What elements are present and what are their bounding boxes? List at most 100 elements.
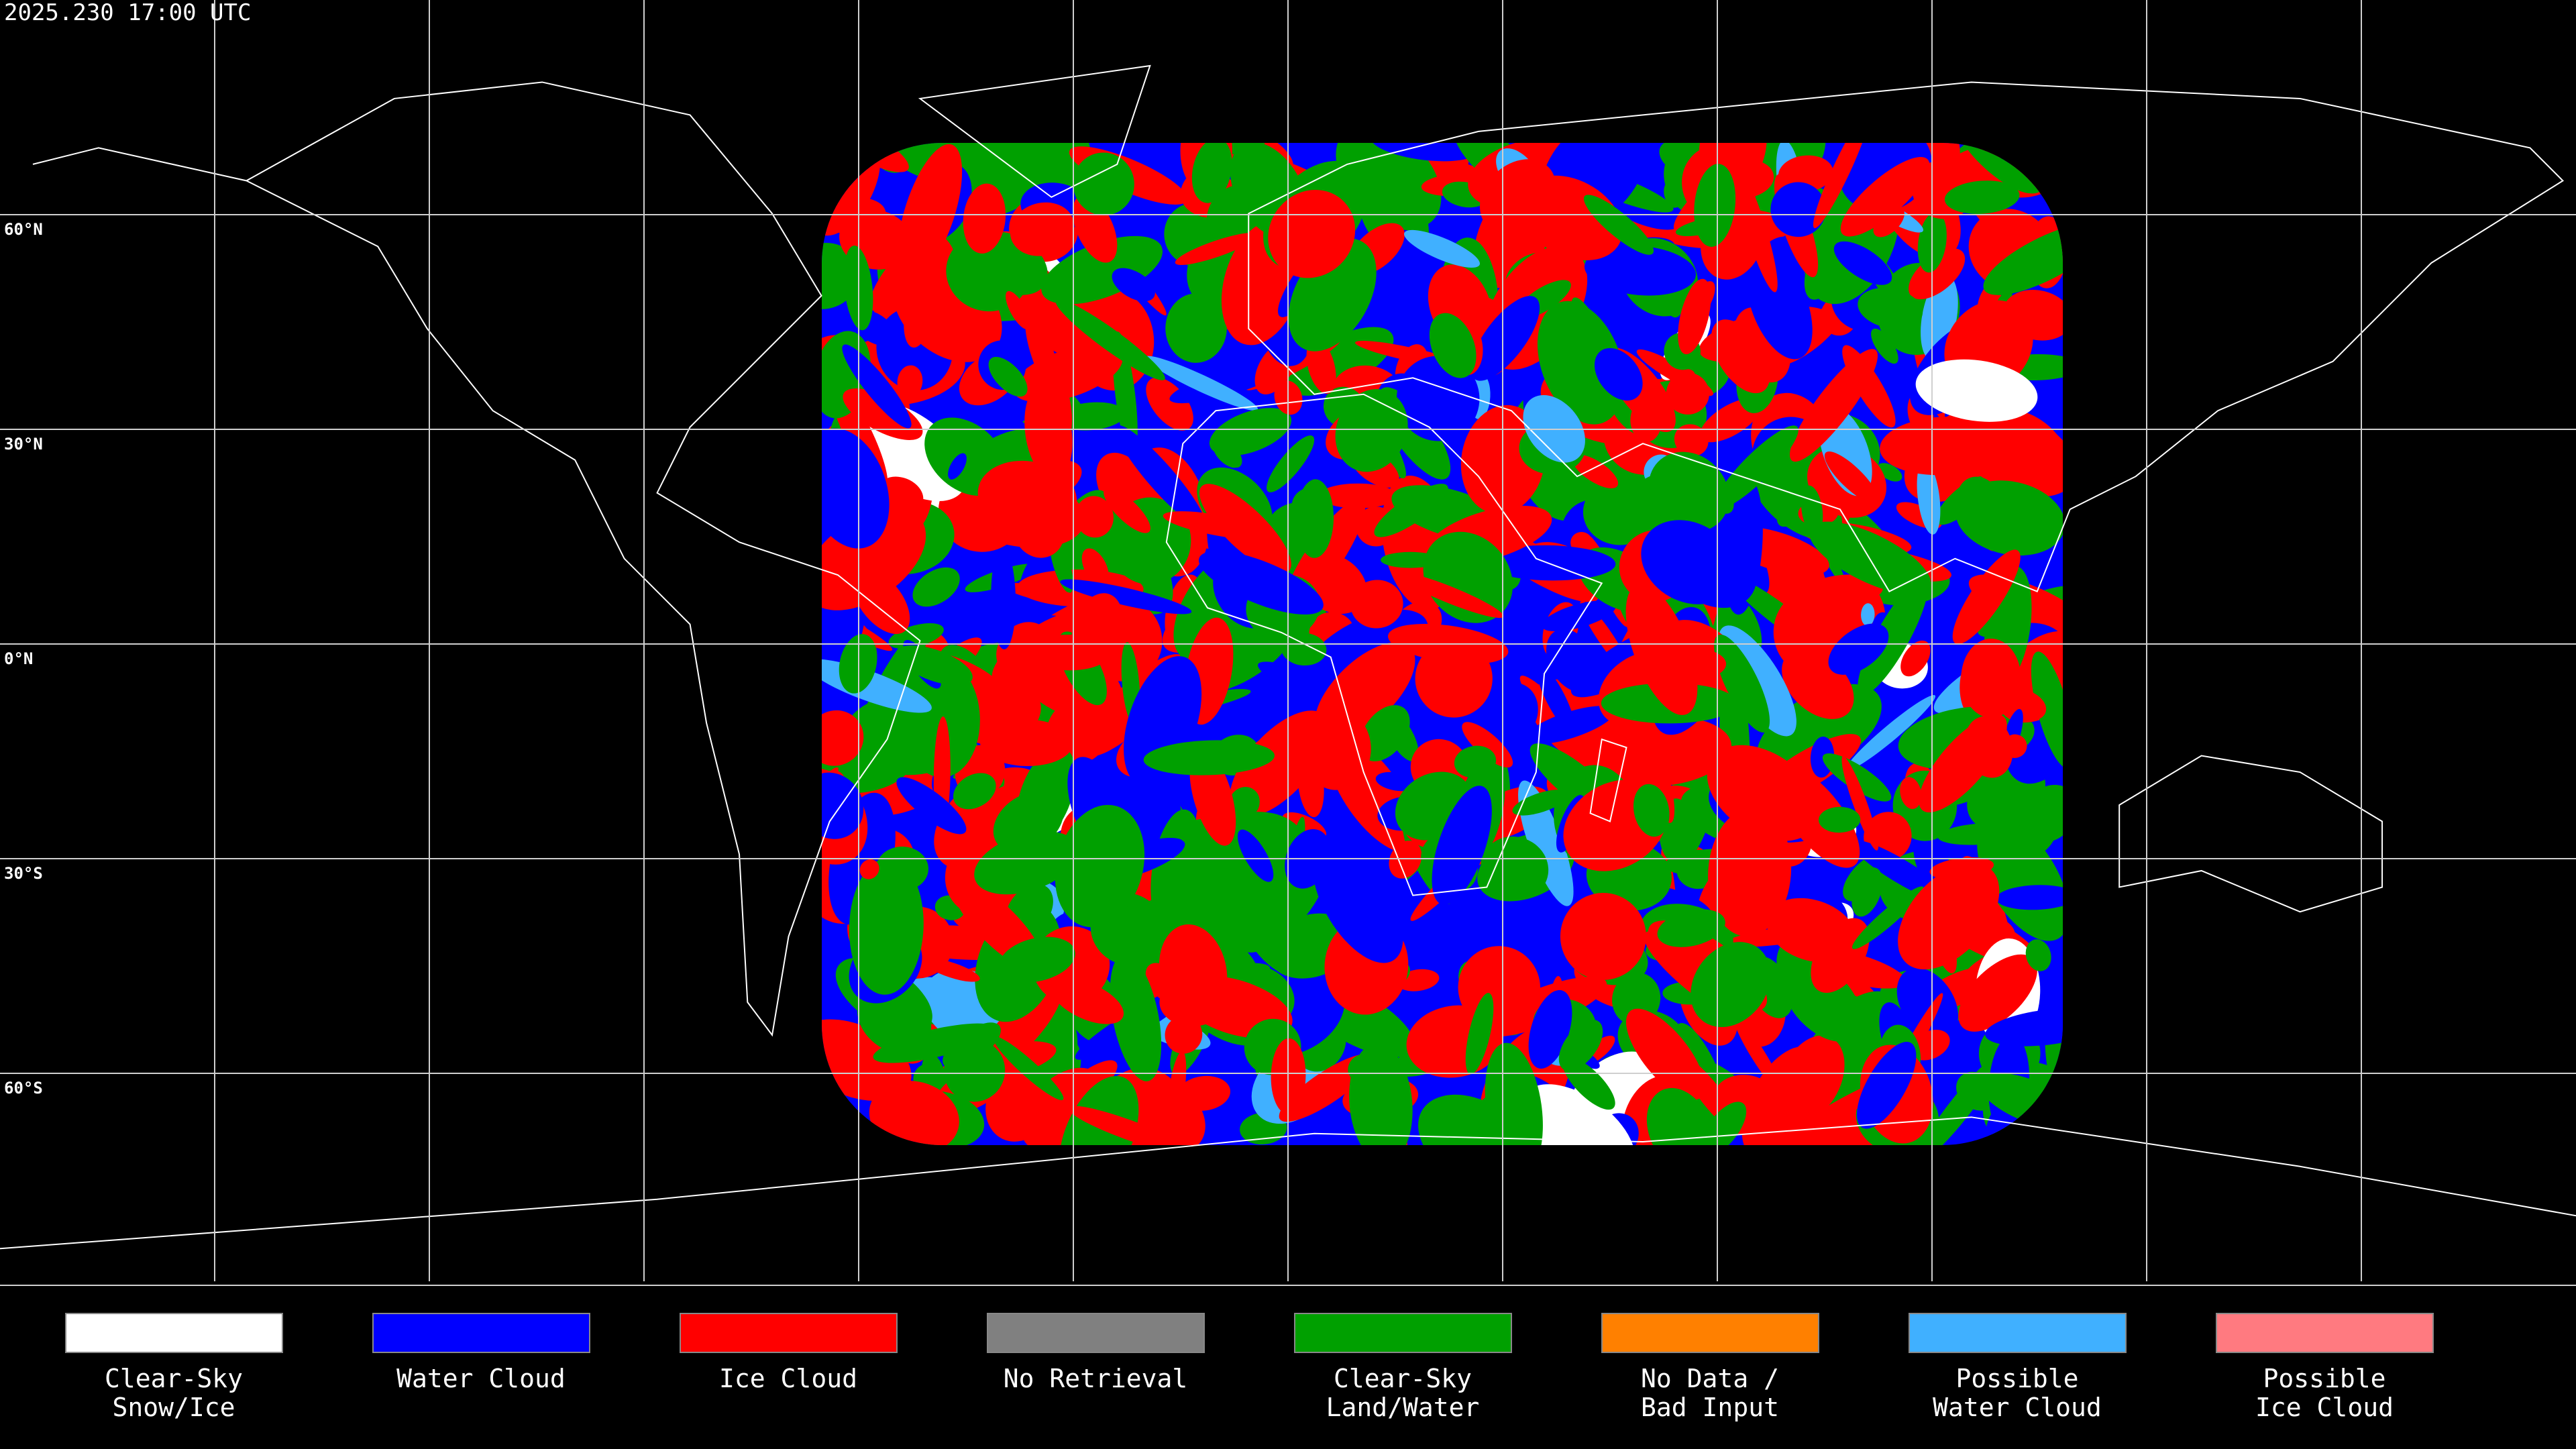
cloud-patch bbox=[1175, 233, 1258, 265]
cloud-patch bbox=[1267, 435, 1315, 492]
cloud-patch bbox=[1075, 496, 1114, 538]
cloud-patch bbox=[1562, 1057, 1615, 1110]
cloud-patch bbox=[1110, 953, 1162, 1081]
cloud-patch bbox=[842, 344, 912, 429]
cloud-patch bbox=[1396, 572, 1504, 619]
cloud-patch bbox=[1470, 296, 1540, 381]
legend-label: Possible bbox=[2263, 1364, 2385, 1393]
legend-swatch bbox=[1909, 1313, 2127, 1353]
cloud-patch bbox=[1454, 745, 1497, 778]
cloud-patch bbox=[1694, 164, 1736, 247]
cloud-patch bbox=[1523, 892, 1568, 955]
cloud-patch bbox=[1851, 867, 1883, 917]
cloud-patch bbox=[974, 830, 1078, 895]
cloud-patch bbox=[1964, 716, 2013, 778]
cloud-patch bbox=[1319, 483, 1397, 508]
cloud-patch bbox=[1714, 634, 1770, 733]
legend-swatch bbox=[65, 1313, 283, 1353]
cloud-patch bbox=[991, 547, 1016, 649]
cloud-patch bbox=[993, 1036, 1064, 1100]
cloud-patch bbox=[1819, 806, 1861, 833]
cloud-patch bbox=[1858, 578, 1929, 696]
cloud-patch bbox=[1898, 863, 2000, 970]
cloud-patch bbox=[898, 144, 963, 279]
cloud-patch bbox=[1678, 278, 1711, 355]
cloud-patch bbox=[904, 282, 933, 348]
cloud-patch bbox=[948, 453, 967, 480]
cloud-patch bbox=[822, 428, 890, 549]
cloud-patch bbox=[1715, 425, 1799, 509]
cloud-patch bbox=[999, 936, 1075, 983]
cloud-patch bbox=[1306, 338, 1336, 394]
cloud-patch bbox=[1542, 600, 1616, 632]
cloud-patch bbox=[1880, 417, 2006, 476]
cloud-patch bbox=[1674, 424, 1709, 457]
cloud-patch bbox=[1654, 647, 1727, 681]
cloud-patch bbox=[843, 388, 923, 440]
cloud-patch bbox=[1485, 682, 1538, 742]
cloud-patch bbox=[1055, 381, 1073, 440]
cloud-patch bbox=[1833, 241, 1892, 285]
cloud-patch bbox=[1786, 1067, 1841, 1100]
cloud-patch bbox=[1625, 1008, 1705, 1100]
latitude-label: 0°N bbox=[4, 649, 33, 668]
cloud-patch bbox=[1900, 640, 1931, 677]
cloud-patch bbox=[849, 858, 924, 995]
cloud-patch bbox=[1630, 400, 1662, 442]
legend-swatch bbox=[372, 1313, 590, 1353]
cloud-patch bbox=[1978, 409, 2063, 494]
cloud-patch bbox=[1856, 1042, 1917, 1129]
legend-label: Clear-Sky bbox=[105, 1364, 243, 1393]
cloud-patch bbox=[1558, 1019, 1603, 1071]
cloud-patch bbox=[1350, 580, 1403, 629]
cloud-patch bbox=[1778, 155, 1833, 192]
cloud-patch bbox=[977, 460, 1077, 533]
cloud-patch bbox=[1041, 235, 1163, 305]
cloud-patch bbox=[873, 1023, 998, 1063]
cloud-patch bbox=[1359, 705, 1410, 761]
cloud-patch bbox=[822, 710, 864, 766]
cloud-patch bbox=[1546, 629, 1598, 692]
cloud-patch bbox=[1389, 841, 1422, 879]
cloud-patch bbox=[1584, 246, 1697, 296]
cloud-patch bbox=[1144, 356, 1258, 411]
cloud-patch bbox=[1641, 520, 1737, 604]
latitude-label: 30°S bbox=[4, 864, 43, 883]
cloud-patch bbox=[1191, 143, 1232, 203]
cloud-patch bbox=[1746, 252, 1813, 360]
cloud-patch bbox=[1958, 954, 2037, 1032]
latitude-labels: 60°N 30°N 0°N 30°S 60°S bbox=[4, 220, 43, 1097]
cloud-patch bbox=[1055, 804, 1145, 928]
legend-label: Ice Cloud bbox=[2255, 1393, 2394, 1422]
cloud-patch bbox=[878, 476, 924, 513]
cloud-patch bbox=[2020, 784, 2063, 843]
cloud-patch bbox=[1228, 787, 1260, 819]
cloud-patch bbox=[1465, 993, 1494, 1075]
latitude-label: 60°N bbox=[4, 220, 43, 239]
cloud-patch bbox=[1237, 829, 1274, 882]
cloud-patch bbox=[912, 567, 960, 607]
legend-label: No Retrieval bbox=[1004, 1364, 1188, 1393]
cloud-patch bbox=[1996, 885, 2063, 910]
cloud-patch bbox=[1403, 229, 1481, 268]
cloud-patch bbox=[1824, 451, 1878, 504]
cloud-patch bbox=[1165, 293, 1227, 363]
cloud-patch bbox=[1772, 765, 1860, 868]
cloud-patch bbox=[1822, 753, 1892, 802]
cloud-patch bbox=[1985, 1008, 2063, 1046]
cloud-patch bbox=[897, 365, 923, 398]
cloud-patch bbox=[1770, 182, 1826, 237]
cloud-patch bbox=[1646, 1087, 1713, 1145]
cloud-patch bbox=[1055, 299, 1165, 380]
cloud-patch bbox=[1139, 1085, 1205, 1145]
cloud-patch bbox=[1525, 706, 1615, 745]
cloud-patch bbox=[1708, 808, 1792, 936]
latitude-label: 30°N bbox=[4, 435, 43, 453]
cloud-patch bbox=[1909, 248, 1966, 300]
legend-swatch bbox=[680, 1313, 898, 1353]
cloud-patch bbox=[1143, 740, 1275, 775]
legend-label: Water Cloud bbox=[396, 1364, 566, 1393]
cloud-patch bbox=[1648, 451, 1729, 532]
